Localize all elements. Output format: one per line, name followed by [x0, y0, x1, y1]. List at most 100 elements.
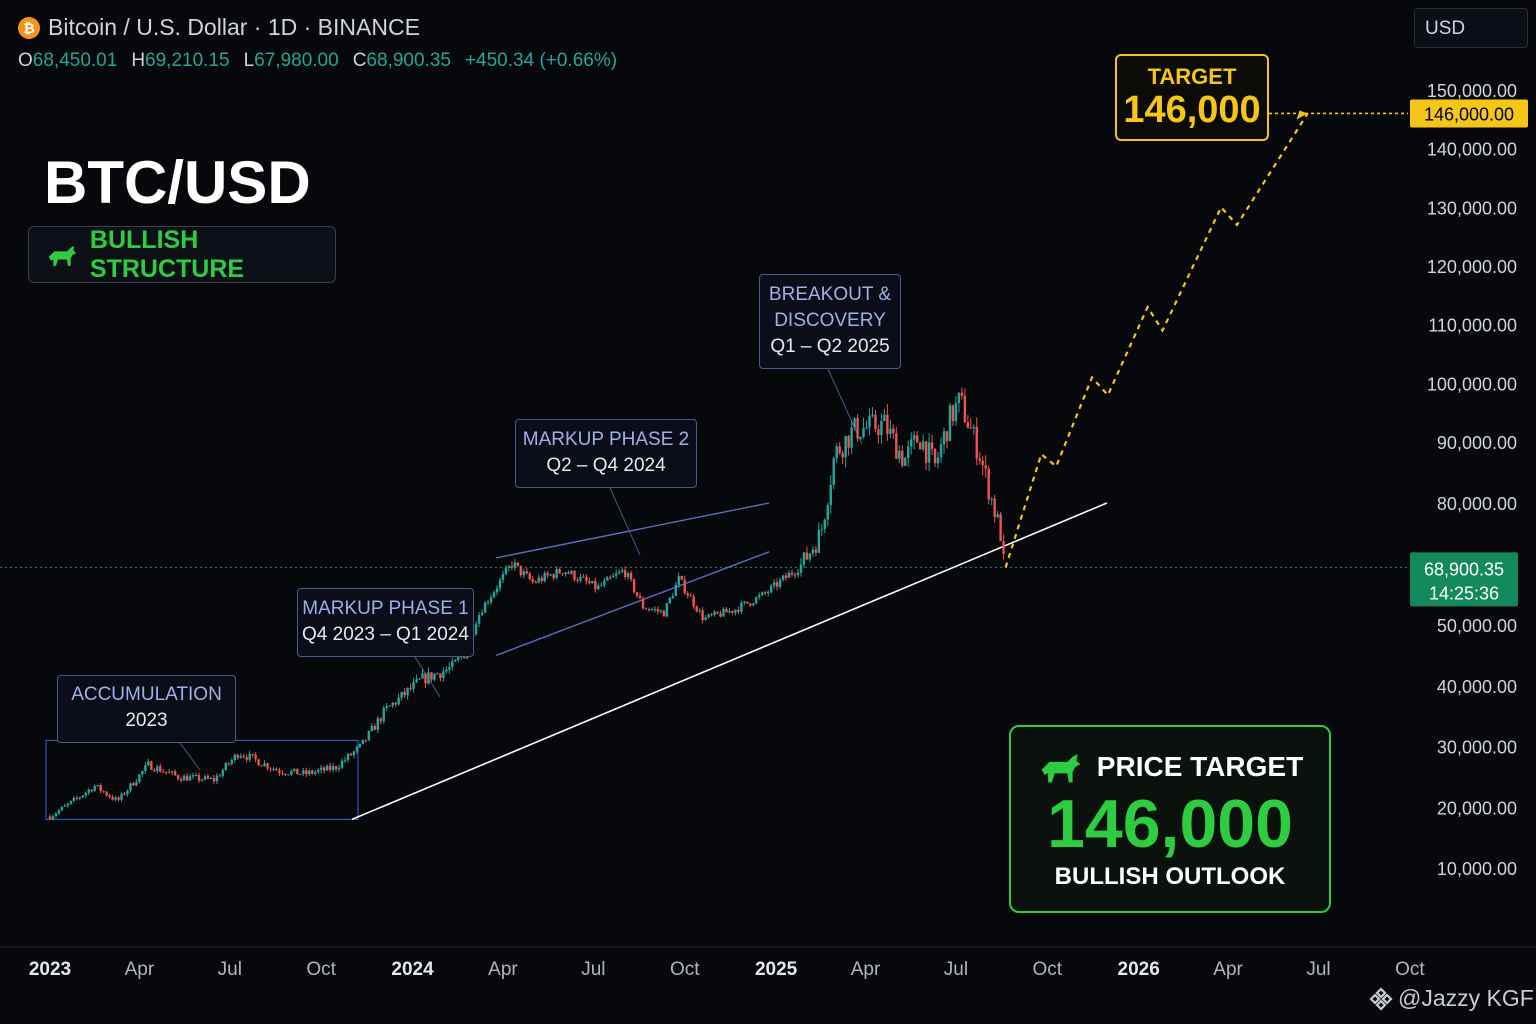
candle-body: [239, 756, 242, 758]
candle-body: [516, 562, 520, 566]
candle-body: [439, 673, 442, 679]
y-tick-label: 90,000.00: [1437, 433, 1517, 453]
candle-body: [734, 609, 737, 613]
candle-body: [442, 671, 445, 679]
x-tick-label: Jul: [581, 959, 605, 980]
candle-body: [138, 774, 141, 782]
candle-body: [72, 797, 76, 801]
candle-body: [671, 595, 675, 598]
candle-body: [117, 797, 120, 800]
current-price-tag: 68,900.35 14:25:36: [1410, 552, 1518, 607]
channel-upper-line: [495, 502, 770, 559]
candle-body: [659, 610, 663, 612]
candle-body: [150, 761, 153, 770]
candle-body: [168, 772, 171, 774]
candle-body: [752, 603, 755, 606]
candle-body: [454, 659, 457, 662]
candle-body: [889, 428, 892, 434]
candle-body: [665, 603, 669, 617]
candle-body: [147, 761, 150, 766]
low-key: L: [243, 50, 255, 71]
candle-body: [594, 580, 597, 590]
candle-body: [921, 441, 925, 450]
x-tick-label: 2025: [755, 959, 798, 980]
candle-body: [698, 610, 701, 612]
candle-body: [579, 576, 582, 581]
candle-body: [370, 726, 374, 731]
currency-button[interactable]: USD: [1414, 8, 1528, 48]
candle-body: [841, 452, 844, 458]
close-key: C: [352, 50, 367, 71]
candle-body: [156, 766, 159, 772]
candle-body: [680, 576, 683, 580]
candle-body: [51, 816, 55, 820]
candle-body: [317, 769, 320, 772]
candle-body: [525, 571, 528, 574]
candle-body: [793, 574, 797, 576]
candle-body: [966, 422, 970, 428]
candle-body: [609, 577, 612, 579]
candle-body: [814, 549, 818, 553]
binance-logo-icon: [1369, 986, 1393, 1011]
candle-body: [153, 769, 156, 772]
candle-body: [394, 702, 397, 705]
candle-body: [883, 414, 886, 422]
candle-body: [260, 765, 263, 767]
price-target-label: PRICE TARGET: [1096, 751, 1304, 782]
candle-body: [489, 597, 493, 603]
candle-body: [406, 687, 409, 696]
candle-body: [486, 602, 490, 604]
candle-body: [856, 418, 859, 439]
candle-body: [769, 585, 773, 593]
candle-body: [129, 783, 132, 791]
candle-body: [623, 570, 627, 577]
support-trendline: [351, 502, 1108, 821]
candle-body: [832, 458, 835, 485]
candle-body: [480, 612, 484, 616]
candle-body: [337, 767, 341, 770]
y-tick-label: 100,000.00: [1427, 374, 1517, 394]
candle-body: [251, 753, 254, 755]
candle-body: [448, 667, 451, 670]
candle-body: [188, 776, 192, 781]
candle-body: [418, 678, 421, 680]
high-value: 69,210.15: [145, 50, 230, 71]
candle-body: [519, 565, 523, 575]
x-axis: 2023 Apr Jul Oct 2024 Apr Jul Oct 2025 Apr Jul Oct 2…: [29, 959, 1426, 980]
candle-body: [993, 498, 996, 518]
candle-body: [48, 816, 52, 820]
candle-body: [385, 706, 388, 709]
candle-body: [203, 776, 207, 780]
price-target-value: 146,000: [1047, 786, 1293, 862]
candle-body: [826, 505, 829, 520]
candle-body: [319, 767, 323, 770]
y-tick-label: 110,000.00: [1428, 316, 1517, 336]
candle-body: [325, 765, 329, 771]
candle-body: [781, 575, 785, 580]
candle-body: [615, 573, 618, 576]
candle-body: [725, 608, 728, 613]
candle-body: [716, 611, 719, 614]
candle-body: [656, 609, 660, 612]
candle-body: [764, 592, 767, 594]
close-value: 68,900.35: [366, 50, 451, 71]
candle-body: [710, 614, 713, 616]
channel-lower-line: [495, 551, 770, 657]
target-price-tag-bg: [1410, 99, 1528, 128]
candle-body: [424, 673, 427, 684]
candle-body: [84, 792, 87, 796]
candle-body: [790, 572, 794, 575]
candle-body: [331, 766, 335, 771]
candle-body: [862, 428, 865, 438]
annotation-period: 2023: [125, 710, 168, 731]
candle-body: [802, 552, 806, 565]
candle-body: [597, 585, 600, 590]
candle-body: [907, 446, 910, 458]
candle-body: [123, 793, 126, 795]
symbol-header[interactable]: ₿ Bitcoin / U.S. Dollar · 1D · BINANCE: [18, 14, 420, 41]
candle-body: [501, 574, 505, 580]
price-target-subtitle: BULLISH OUTLOOK: [1054, 863, 1286, 890]
projection-path: [1004, 112, 1309, 568]
candle-body: [546, 573, 549, 576]
